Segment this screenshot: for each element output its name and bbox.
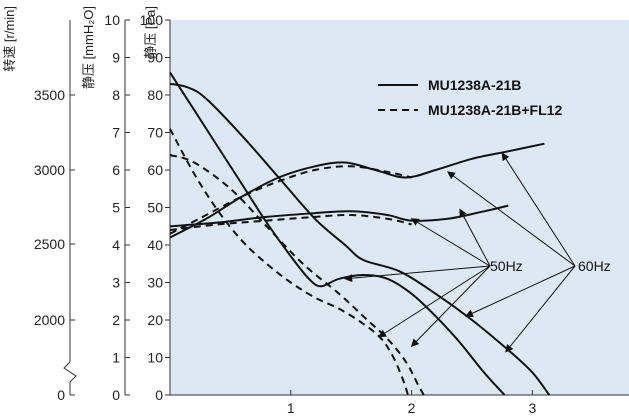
pa-tick-label: 0 [155, 387, 163, 403]
legend-label: MU1238A-21B [428, 77, 521, 93]
mmh2o-tick-label: 1 [112, 350, 120, 366]
speed-axis-title: 转速 [r/min] [2, 6, 17, 72]
arrow-60hz-pressure-a [465, 265, 576, 317]
pa-axis-title: 静压 [Pa] [143, 6, 158, 59]
speed-tick-label: 3500 [34, 87, 65, 103]
pa-tick-label: 50 [147, 200, 163, 216]
x-tick-label: 3 [528, 400, 536, 416]
mmh2o-tick-label: 10 [104, 12, 120, 28]
pa-tick-label: 40 [147, 237, 163, 253]
speed-tick-label: 2500 [34, 236, 65, 252]
x-tick-label: 2 [408, 400, 416, 416]
pa-tick-label: 100 [140, 12, 164, 28]
pa-tick-label: 60 [147, 162, 163, 178]
speed-tick-label: 2000 [34, 312, 65, 328]
mmh2o-tick-label: 2 [112, 312, 120, 328]
speed-axis-break [63, 360, 77, 395]
speed-tick-label: 3000 [34, 162, 65, 178]
curve-50Hz-speed-fl12 [169, 213, 412, 231]
mmh2o-tick-label: 9 [112, 50, 120, 66]
pa-tick-label: 30 [147, 275, 163, 291]
mmh2o-axis-title: 静压 [mmH₂O] [81, 6, 96, 89]
mmh2o-tick-label: 6 [112, 162, 120, 178]
mmh2o-tick-label: 0 [112, 387, 120, 403]
speed-tick-label: 0 [57, 387, 65, 403]
chart-legend: MU1238A-21B MU1238A-21B+FL12 [378, 77, 562, 118]
pa-tick-label: 20 [147, 312, 163, 328]
arrow-50hz-pressure-a [344, 265, 491, 283]
arrow-50hz-pressure-c [410, 265, 491, 347]
plot-area [170, 20, 629, 395]
arrow-50hz-pressure-b [378, 265, 491, 338]
arrow-60hz-pressure-b [505, 265, 576, 353]
chart-annotations: 50Hz 60Hz [344, 152, 611, 353]
pa-tick-label: 80 [147, 87, 163, 103]
pa-tick-label: 10 [147, 350, 163, 366]
pa-tick-label: 90 [147, 50, 163, 66]
x-tick-label: 1 [287, 400, 295, 416]
mmh2o-tick-label: 5 [112, 200, 120, 216]
mmh2o-tick-label: 3 [112, 275, 120, 291]
legend-label: MU1238A-21B+FL12 [428, 102, 562, 118]
pa-tick-label: 70 [147, 125, 163, 141]
curve-60Hz-pressure-fl12 [169, 154, 425, 396]
arrow-50hz-speed-b [459, 208, 491, 267]
mmh2o-tick-label: 7 [112, 125, 120, 141]
mmh2o-tick-label: 4 [112, 237, 120, 253]
curve-50Hz-pressure-fl12 [169, 128, 409, 396]
annotation-50hz: 50Hz [490, 258, 523, 274]
arrow-50hz-speed-a [410, 218, 491, 267]
arrow-60hz-speed-a [501, 152, 576, 267]
mmh2o-tick-label: 8 [112, 87, 120, 103]
curve-60Hz-speed-fl12 [169, 165, 412, 235]
arrow-60hz-speed-b [447, 171, 576, 267]
curve-50Hz-pressure-base [169, 71, 506, 396]
chart-axes: 0102030405060708090100012345678910020002… [34, 12, 629, 416]
annotation-60hz: 60Hz [578, 258, 611, 274]
